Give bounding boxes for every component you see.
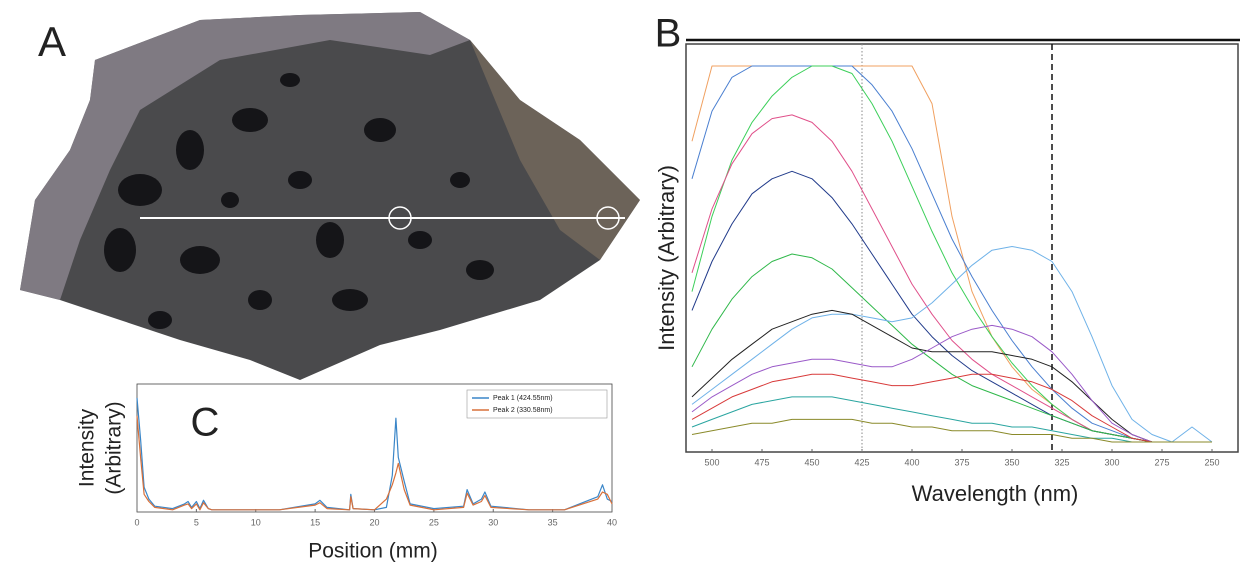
x-tick-label: 20 [369, 517, 379, 527]
x-tick-label: 25 [429, 517, 439, 527]
series-line [692, 66, 1212, 442]
x-tick-label: 250 [1204, 457, 1219, 467]
series-line [692, 310, 1212, 442]
legend-label: Peak 1 (424.55nm) [493, 395, 553, 402]
panel-label: B [655, 12, 682, 56]
y-axis-label: (Arbitrary) [103, 401, 126, 494]
series-line [692, 115, 1212, 442]
series-line [692, 247, 1212, 443]
y-axis-label: Intensity (Arbitrary) [654, 165, 679, 351]
legend-label: Peak 2 (330.58nm) [493, 407, 553, 414]
x-tick-label: 5 [194, 517, 199, 527]
x-tick-label: 425 [854, 457, 869, 467]
figure: A 500475450425400375350325300275250Wavel… [0, 0, 1242, 571]
x-tick-label: 35 [548, 517, 558, 527]
x-axis-label: Wavelength (nm) [912, 481, 1079, 506]
x-tick-label: 300 [1104, 457, 1119, 467]
x-tick-label: 450 [804, 457, 819, 467]
x-tick-label: 375 [954, 457, 969, 467]
x-tick-label: 475 [754, 457, 769, 467]
plot-frame [686, 44, 1238, 452]
x-tick-label: 325 [1054, 457, 1069, 467]
x-tick-label: 0 [134, 517, 139, 527]
rock-photo [20, 12, 640, 380]
series-line [692, 66, 1212, 442]
x-tick-label: 40 [607, 517, 617, 527]
x-axis-label: Position (mm) [308, 540, 438, 563]
x-tick-label: 275 [1154, 457, 1169, 467]
series-line [692, 374, 1212, 442]
series-line [692, 254, 1212, 442]
x-tick-label: 30 [488, 517, 498, 527]
series-line [692, 325, 1212, 442]
y-axis-label: Intensity [76, 408, 99, 487]
x-tick-label: 350 [1004, 457, 1019, 467]
panel-label: C [191, 401, 220, 445]
x-tick-label: 500 [704, 457, 719, 467]
series-line [692, 66, 1212, 442]
panel-label: A [38, 18, 66, 65]
x-tick-label: 10 [251, 517, 261, 527]
x-tick-label: 15 [310, 517, 320, 527]
x-tick-label: 400 [904, 457, 919, 467]
